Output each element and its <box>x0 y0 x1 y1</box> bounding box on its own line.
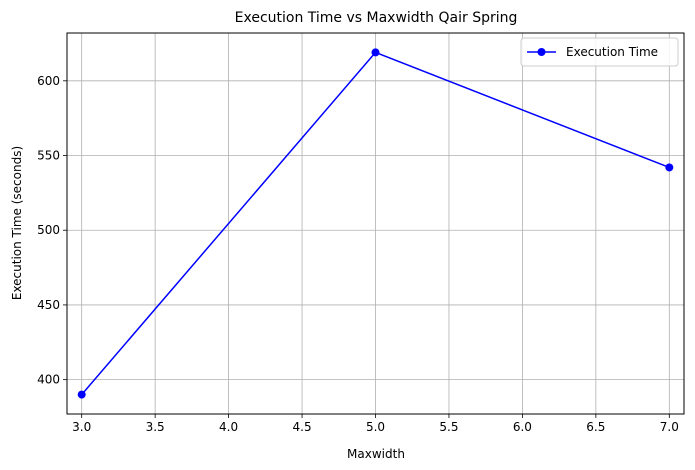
x-axis-label: Maxwidth <box>347 447 405 461</box>
y-tick-label: 450 <box>37 298 60 312</box>
x-tick-label: 5.5 <box>439 420 458 434</box>
x-tick-label: 6.5 <box>586 420 605 434</box>
x-tick-label: 4.5 <box>293 420 312 434</box>
data-point <box>665 163 674 172</box>
x-tick-label: 4.0 <box>219 420 238 434</box>
chart-title: Execution Time vs Maxwidth Qair Spring <box>235 10 518 26</box>
legend: Execution Time <box>520 37 679 67</box>
series-layer <box>77 48 674 399</box>
x-tick-label: 6.0 <box>513 420 532 434</box>
x-tick-label: 7.0 <box>660 420 679 434</box>
x-tick-label: 3.0 <box>72 420 91 434</box>
legend-marker-swatch <box>537 48 546 56</box>
y-tick-label: 550 <box>37 149 60 163</box>
y-tick-label: 500 <box>37 223 60 237</box>
y-tick-label: 400 <box>37 373 60 387</box>
y-axis: 400 450 500 550 600 <box>37 74 67 387</box>
x-axis: 3.0 3.5 4.0 4.5 5.0 5.5 6.0 6.5 7.0 <box>72 414 679 434</box>
grid <box>67 33 684 414</box>
legend-label: Execution Time <box>566 45 658 59</box>
data-point <box>77 390 86 399</box>
x-tick-label: 3.5 <box>146 420 165 434</box>
data-point <box>371 48 380 57</box>
x-tick-label: 5.0 <box>366 420 385 434</box>
y-axis-label: Execution Time (seconds) <box>10 146 24 300</box>
legend-box <box>520 37 679 67</box>
y-tick-label: 600 <box>37 74 60 88</box>
